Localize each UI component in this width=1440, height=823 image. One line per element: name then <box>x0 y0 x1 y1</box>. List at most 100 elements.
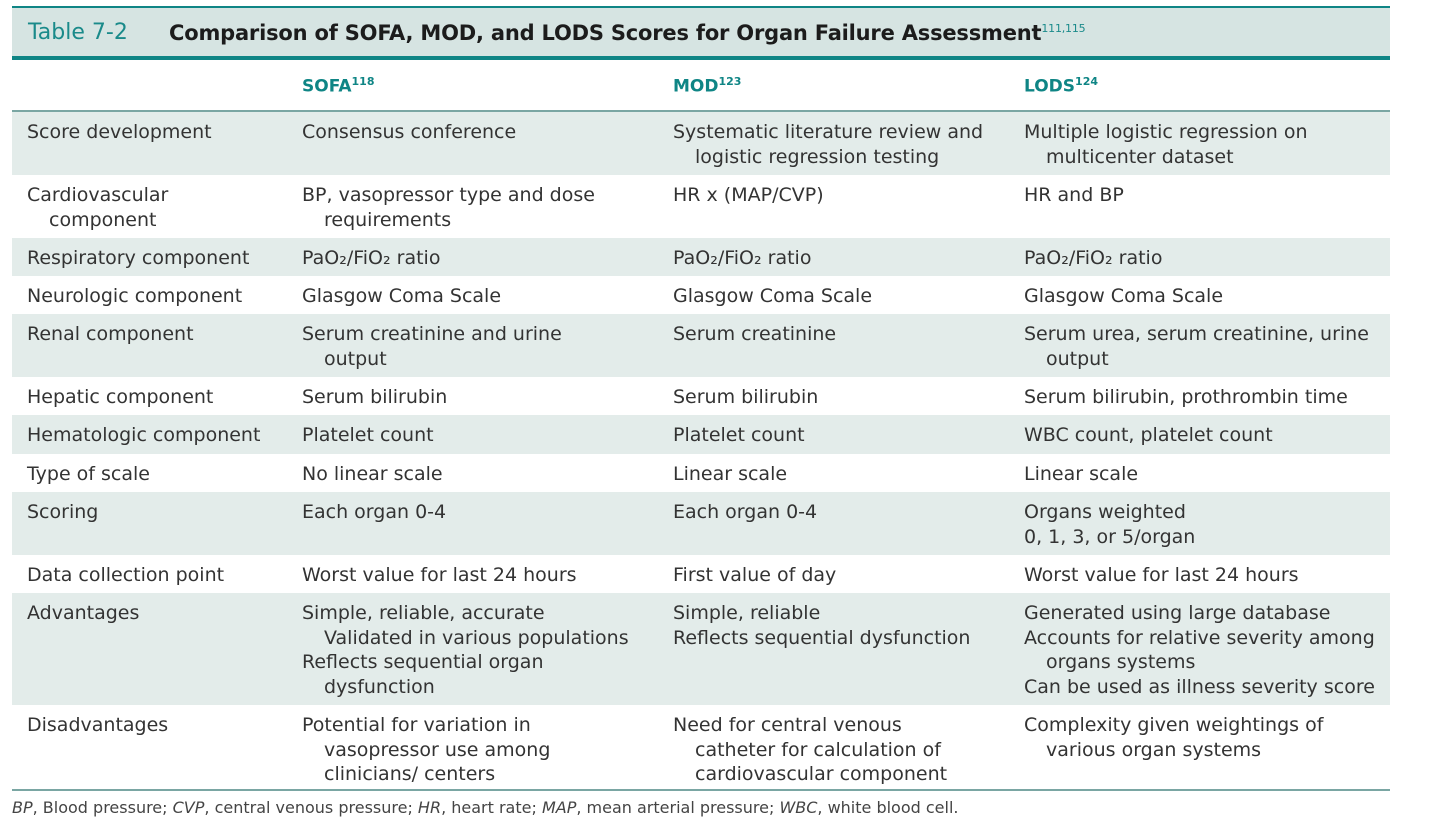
column-header-ref: 118 <box>351 75 375 88</box>
sofa-cell: Serum bilirubin <box>302 385 662 410</box>
mod-cell: PaO₂/FiO₂ ratio <box>673 246 1013 271</box>
column-header-label: LODS <box>1024 76 1076 97</box>
footnote-abbreviation: BP <box>12 798 33 817</box>
cell-line: Multiple logistic regression on <box>1024 121 1308 143</box>
row-label: Type of scale <box>27 462 287 487</box>
cell-line: organs systems <box>1046 651 1196 673</box>
table-row: Type of scale No linear scale Linear scale… <box>12 454 1390 492</box>
cell-line: Platelet count <box>302 424 434 446</box>
cell-line: First value of day <box>673 564 837 586</box>
cell-line: Each organ 0-4 <box>673 501 818 523</box>
table-title-text: Comparison of SOFA, MOD, and LODS Scores… <box>169 21 1042 45</box>
column-header-label: SOFA <box>302 76 352 97</box>
lods-cell: Linear scale <box>1024 462 1390 487</box>
lods-cell: WBC count, platelet count <box>1024 423 1390 448</box>
cell-line: component <box>49 208 157 231</box>
cell-line: Simple, reliable, accurate <box>302 602 545 624</box>
cell-line: Serum bilirubin <box>673 386 819 408</box>
cell-line: No linear scale <box>302 463 443 485</box>
table-title-bar: Table 7-2 Comparison of SOFA, MOD, and L… <box>12 6 1390 60</box>
lods-cell: Worst value for last 24 hours <box>1024 563 1390 588</box>
cell-line: requirements <box>324 208 452 231</box>
footnote-abbreviation: WBC <box>779 798 818 817</box>
table-bottom-rule <box>12 789 1390 791</box>
mod-cell: Need for central venous catheter for calc… <box>673 713 1013 787</box>
mod-cell: HR x (MAP/CVP) <box>673 183 1013 208</box>
cell-line: Consensus conference <box>302 121 517 143</box>
column-header-lods: LODS124 <box>1024 75 1098 97</box>
cell-line: Cardiovascular <box>27 184 169 206</box>
cell-line: Generated using large database <box>1024 602 1331 624</box>
cell-line: Systematic literature review and <box>673 121 984 143</box>
cell-line: BP, vasopressor type and dose <box>302 184 595 206</box>
table-row: Disadvantages Potential for variation in v… <box>12 705 1390 789</box>
row-label: Scoring <box>27 500 287 525</box>
cell-line: Reflects sequential dysfunction <box>673 626 971 649</box>
table-row: Neurologic component Glasgow Coma Scale Gl… <box>12 276 1390 314</box>
sofa-cell: Worst value for last 24 hours <box>302 563 662 588</box>
mod-cell: Serum bilirubin <box>673 385 1013 410</box>
cell-line: Serum creatinine and urine <box>302 323 562 345</box>
cell-line: Complexity given weightings of <box>1024 714 1324 736</box>
row-label: Advantages <box>27 601 287 626</box>
cell-line: Worst value for last 24 hours <box>1024 564 1299 586</box>
footnote-definition: , heart rate; <box>441 798 542 817</box>
cell-line: Organs weighted <box>1024 501 1186 523</box>
column-header-ref: 123 <box>718 75 742 88</box>
row-label: Data collection point <box>27 563 287 588</box>
lods-cell: PaO₂/FiO₂ ratio <box>1024 246 1390 271</box>
footnote-definition: , Blood pressure; <box>32 798 173 817</box>
footnote-definition: , mean arterial pressure; <box>576 798 780 817</box>
cell-line: Disadvantages <box>27 714 169 736</box>
cell-line: Potential for variation in <box>302 714 531 736</box>
mod-cell: Linear scale <box>673 462 1013 487</box>
cell-line: cardiovascular component <box>695 763 948 785</box>
cell-line: PaO₂/FiO₂ ratio <box>1024 247 1163 269</box>
mod-cell: Serum creatinine <box>673 322 1013 347</box>
sofa-cell: PaO₂/FiO₂ ratio <box>302 246 662 271</box>
mod-cell: Platelet count <box>673 423 1013 448</box>
cell-line: multicenter dataset <box>1046 145 1234 168</box>
cell-line: output <box>1046 347 1109 370</box>
table-row: Cardiovascular component BP, vasopressor t… <box>12 175 1390 238</box>
cell-line: dysfunction <box>324 675 435 698</box>
sofa-cell: BP, vasopressor type and dose requirement… <box>302 183 662 232</box>
cell-line: clinicians/ centers <box>324 763 496 785</box>
cell-line: Linear scale <box>1024 463 1139 485</box>
cell-line: Validated in various populations <box>324 626 629 649</box>
cell-line: Advantages <box>27 602 140 624</box>
row-label: Hematologic component <box>27 423 287 448</box>
table-row: Respiratory component PaO₂/FiO₂ ratio PaO₂… <box>12 238 1390 276</box>
footnote-abbreviation: CVP <box>172 798 205 817</box>
table-row: Scoring Each organ 0-4 Each organ 0-4 Organ… <box>12 492 1390 555</box>
sofa-cell: Consensus conference <box>302 120 662 145</box>
table-footnote: BP, Blood pressure; CVP, central venous … <box>12 798 959 817</box>
cell-line: Hematologic component <box>27 424 261 446</box>
cell-line: Glasgow Coma Scale <box>1024 285 1224 307</box>
table-title-refs: 111,115 <box>1041 22 1086 35</box>
table-header-row: SOFA118 MOD123 LODS124 <box>12 60 1390 112</box>
cell-line: Data collection point <box>27 564 225 586</box>
row-label: Neurologic component <box>27 284 287 309</box>
cell-line: Platelet count <box>673 424 805 446</box>
cell-line: Serum bilirubin, prothrombin time <box>1024 386 1348 408</box>
cell-line: Simple, reliable <box>673 602 821 624</box>
cell-line: logistic regression testing <box>695 145 940 168</box>
cell-line: Glasgow Coma Scale <box>302 285 502 307</box>
footnote-definition: , white blood cell. <box>817 798 959 817</box>
mod-cell: Simple, reliable Reflects sequential dysf… <box>673 601 1013 650</box>
sofa-cell: Each organ 0-4 <box>302 500 662 525</box>
table-row: Data collection point Worst value for las… <box>12 555 1390 593</box>
cell-line: Neurologic component <box>27 285 243 307</box>
row-label: Hepatic component <box>27 385 287 410</box>
table-row: Score development Consensus conference Sys… <box>12 112 1390 175</box>
sofa-cell: Potential for variation in vasopressor us… <box>302 713 662 787</box>
sofa-cell: Glasgow Coma Scale <box>302 284 662 309</box>
column-header-mod: MOD123 <box>673 75 741 97</box>
lods-cell: Glasgow Coma Scale <box>1024 284 1390 309</box>
cell-line: Score development <box>27 121 212 143</box>
footnote-abbreviation: HR <box>417 798 442 817</box>
table-row: Renal component Serum creatinine and urin… <box>12 314 1390 377</box>
row-label: Cardiovascular component <box>27 183 287 232</box>
lods-cell: Multiple logistic regression on multicent… <box>1024 120 1390 169</box>
